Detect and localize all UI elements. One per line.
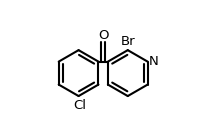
Text: N: N — [149, 55, 158, 68]
Text: Cl: Cl — [73, 99, 86, 112]
Text: Br: Br — [120, 35, 135, 48]
Text: O: O — [98, 29, 108, 42]
